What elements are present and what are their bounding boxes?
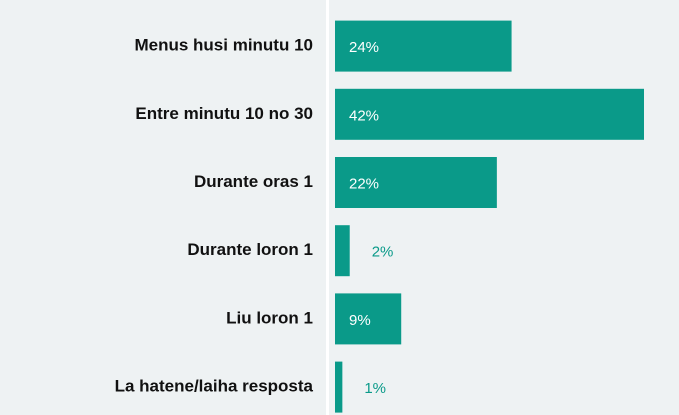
category-label: La hatene/laiha resposta [115,377,314,396]
bar [335,293,402,345]
bar [335,88,644,140]
bar [335,157,497,208]
value-label: 1% [364,380,386,397]
value-label: 24% [349,39,379,56]
category-label: Menus husi minutu 10 [134,36,313,55]
value-label: 9% [349,312,371,329]
bar [335,361,343,413]
category-label: Durante loron 1 [187,240,313,259]
bar [335,20,512,72]
bar [335,225,350,277]
category-label: Durante oras 1 [194,172,313,191]
value-label: 22% [349,175,379,192]
value-label: 42% [349,107,379,124]
value-label: 2% [372,244,394,261]
category-label: Liu loron 1 [226,308,313,327]
category-label: Entre minutu 10 no 30 [135,104,313,123]
axis-line [326,0,329,415]
